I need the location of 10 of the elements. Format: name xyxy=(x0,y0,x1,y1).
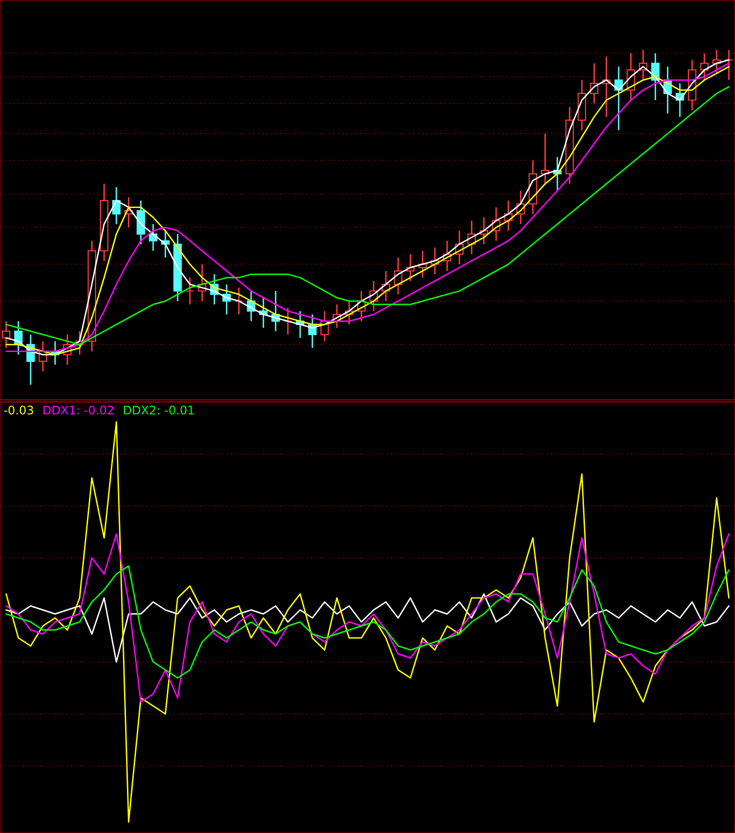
candlestick xyxy=(724,49,734,81)
candlestick xyxy=(186,276,194,306)
candlestick xyxy=(284,307,292,336)
candlestick xyxy=(234,286,244,316)
candlestick xyxy=(2,320,10,349)
candlestick xyxy=(700,52,709,81)
candlestick xyxy=(136,200,146,245)
text: DDX1: -0.02 xyxy=(44,406,114,415)
text: -0.03 xyxy=(4,406,34,415)
text: DDX2: -0.01 xyxy=(124,406,194,415)
